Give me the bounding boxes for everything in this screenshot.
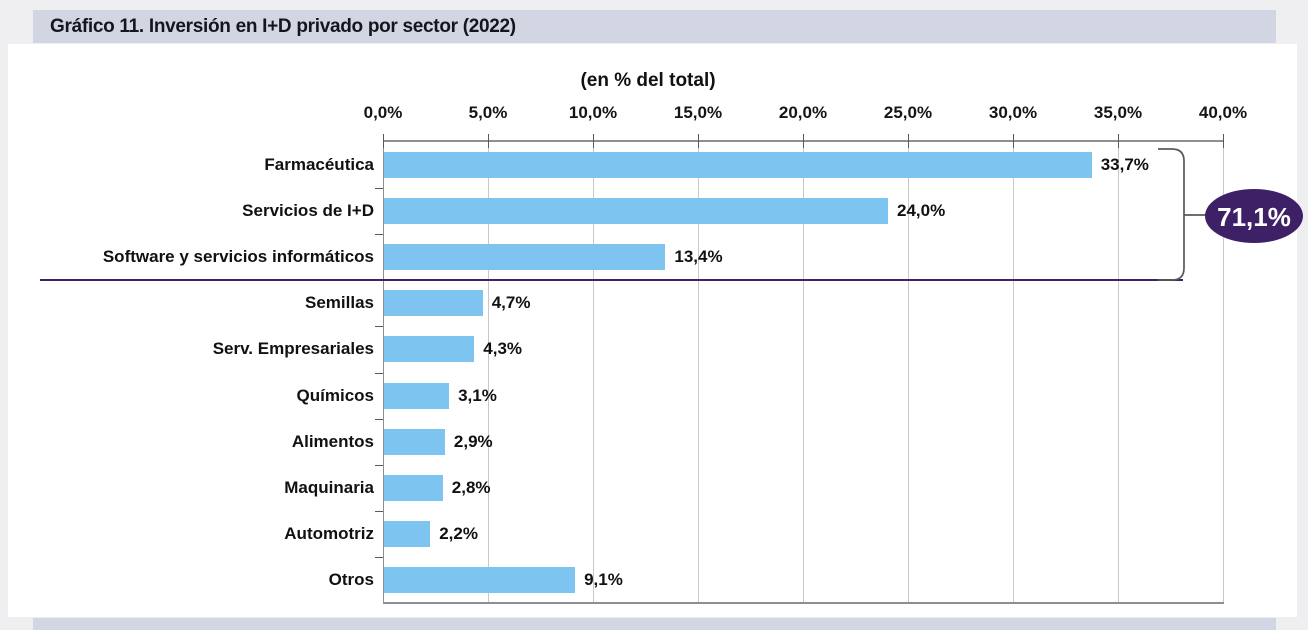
bar-value-label: 2,8%: [451, 477, 491, 497]
x-tick-label: 10,0%: [568, 103, 618, 122]
chart-title-bar: Gráfico 11. Inversión en I+D privado por…: [33, 10, 1276, 43]
x-tick-label: 40,0%: [1198, 103, 1248, 122]
x-tick-label: 25,0%: [883, 103, 933, 122]
bar: [384, 428, 445, 455]
gridline: [593, 141, 594, 603]
bar: [384, 474, 443, 501]
category-label: Otros: [328, 569, 374, 589]
gridline: [1118, 141, 1119, 603]
bar: [384, 566, 576, 593]
y-tick-mark: [375, 234, 383, 236]
category-label: Farmacéutica: [264, 155, 374, 175]
group-separator-line: [40, 279, 1183, 282]
x-tick-mark: [1013, 134, 1014, 148]
y-tick-mark: [375, 464, 383, 466]
x-tick-label: 20,0%: [778, 103, 828, 122]
category-label: Maquinaria: [284, 477, 374, 497]
x-tick-mark: [803, 134, 804, 148]
y-tick-mark: [375, 510, 383, 512]
x-tick-label: 0,0%: [363, 103, 403, 122]
gridline: [488, 141, 489, 603]
gridline: [1013, 141, 1014, 603]
gridline: [1223, 141, 1224, 603]
x-tick-mark: [1118, 134, 1119, 148]
x-tick-mark: [698, 134, 699, 148]
category-label: Servicios de I+D: [242, 201, 374, 221]
plot-bottom-line: [383, 602, 1224, 604]
bar: [384, 290, 483, 317]
bar-value-label: 9,1%: [584, 569, 623, 589]
chart-panel: [8, 44, 1297, 617]
bar: [384, 198, 888, 225]
bar-value-label: 2,2%: [439, 523, 478, 543]
bar: [384, 520, 431, 547]
gridline: [803, 141, 804, 603]
category-label: Serv. Empresariales: [212, 339, 374, 359]
y-tick-mark: [375, 188, 383, 190]
gridline: [698, 141, 699, 603]
y-tick-mark: [375, 372, 383, 374]
bar-value-label: 4,3%: [483, 339, 523, 359]
bar-value-label: 13,4%: [674, 247, 723, 267]
chart-title: Gráfico 11. Inversión en I+D privado por…: [50, 15, 516, 37]
category-label: Alimentos: [291, 431, 374, 451]
x-tick-label: 30,0%: [988, 103, 1038, 122]
y-tick-mark: [375, 418, 383, 420]
x-tick-mark: [383, 134, 384, 148]
x-tick-mark: [908, 134, 909, 148]
bottom-accent-strip: [33, 618, 1276, 630]
bar: [384, 244, 666, 271]
chart-subtitle: (en % del total): [580, 70, 716, 91]
category-label: Químicos: [296, 385, 374, 405]
bar-value-label: 33,7%: [1100, 155, 1149, 175]
x-tick-label: 35,0%: [1093, 103, 1143, 122]
bar-value-label: 3,1%: [458, 385, 497, 405]
category-label: Software y servicios informáticos: [102, 247, 374, 267]
bar-value-label: 2,9%: [453, 431, 493, 451]
bar: [384, 382, 450, 409]
y-tick-mark: [375, 556, 383, 558]
x-tick-mark: [1223, 134, 1224, 148]
category-label: Semillas: [305, 293, 374, 313]
x-tick-mark: [488, 134, 489, 148]
bar: [384, 152, 1092, 179]
category-label: Automotriz: [284, 523, 374, 543]
x-tick-label: 5,0%: [468, 103, 508, 122]
x-tick-label: 15,0%: [673, 103, 723, 122]
gridline: [908, 141, 909, 603]
x-tick-mark: [593, 134, 594, 148]
y-axis-line: [383, 141, 384, 603]
y-tick-mark: [375, 326, 383, 328]
bar-value-label: 4,7%: [491, 293, 531, 313]
bar: [384, 336, 475, 363]
bar-value-label: 24,0%: [897, 201, 946, 221]
